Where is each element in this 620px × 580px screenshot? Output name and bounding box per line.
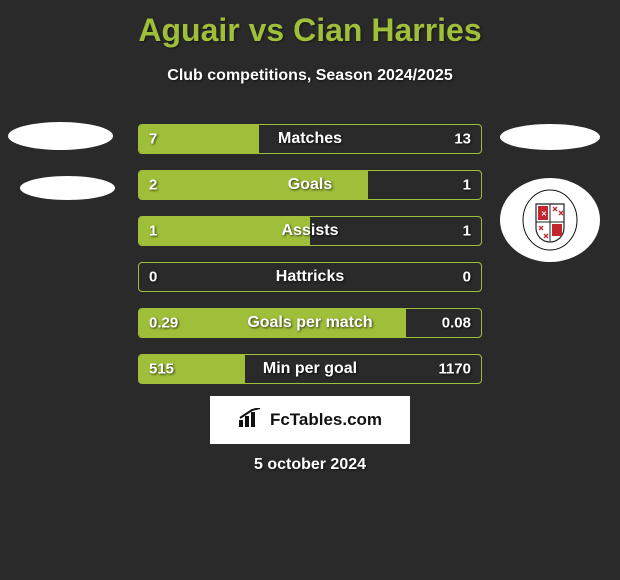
stat-row: 515 Min per goal 1170	[138, 354, 482, 384]
stat-value-left: 0.29	[149, 315, 178, 332]
stats-bar-chart: 7 Matches 13 2 Goals 1 1 Assists 1 0 Hattricks 0 0.2…	[138, 124, 482, 400]
stat-value-right: 1	[463, 177, 471, 194]
stat-value-left: 515	[149, 361, 174, 378]
stat-value-left: 2	[149, 177, 157, 194]
fctables-logo: FcTables.com	[210, 396, 410, 444]
player-badge-placeholder	[8, 122, 113, 150]
bar-left-fill	[139, 171, 368, 199]
stat-row: 1 Assists 1	[138, 216, 482, 246]
player-badge-placeholder	[500, 124, 600, 150]
stat-value-right: 1	[463, 223, 471, 240]
stat-row: 0.29 Goals per match 0.08	[138, 308, 482, 338]
player-badge-placeholder	[20, 176, 115, 200]
svg-text:✕: ✕	[541, 211, 547, 218]
stat-row: 0 Hattricks 0	[138, 262, 482, 292]
stat-value-right: 1170	[438, 361, 471, 378]
stat-value-left: 7	[149, 131, 157, 148]
stat-value-left: 0	[149, 269, 157, 286]
stat-value-left: 1	[149, 223, 157, 240]
stat-value-right: 0.08	[442, 315, 471, 332]
page-title: Aguair vs Cian Harries	[0, 0, 620, 49]
stat-label: Goals	[288, 176, 332, 194]
stat-label: Min per goal	[263, 360, 357, 378]
logo-text: FcTables.com	[270, 410, 382, 430]
club-badge-woking: ✕	[500, 178, 600, 262]
stat-value-right: 13	[454, 131, 471, 148]
stat-row: 7 Matches 13	[138, 124, 482, 154]
stat-label: Matches	[278, 130, 342, 148]
stat-label: Goals per match	[247, 314, 372, 332]
stat-value-right: 0	[463, 269, 471, 286]
stat-label: Hattricks	[276, 268, 344, 286]
stat-row: 2 Goals 1	[138, 170, 482, 200]
shield-icon: ✕	[522, 189, 578, 251]
date-label: 5 october 2024	[254, 456, 366, 474]
chart-icon	[238, 408, 264, 433]
left-player-badge-group	[8, 122, 115, 226]
subtitle: Club competitions, Season 2024/2025	[0, 67, 620, 85]
stat-label: Assists	[282, 222, 339, 240]
